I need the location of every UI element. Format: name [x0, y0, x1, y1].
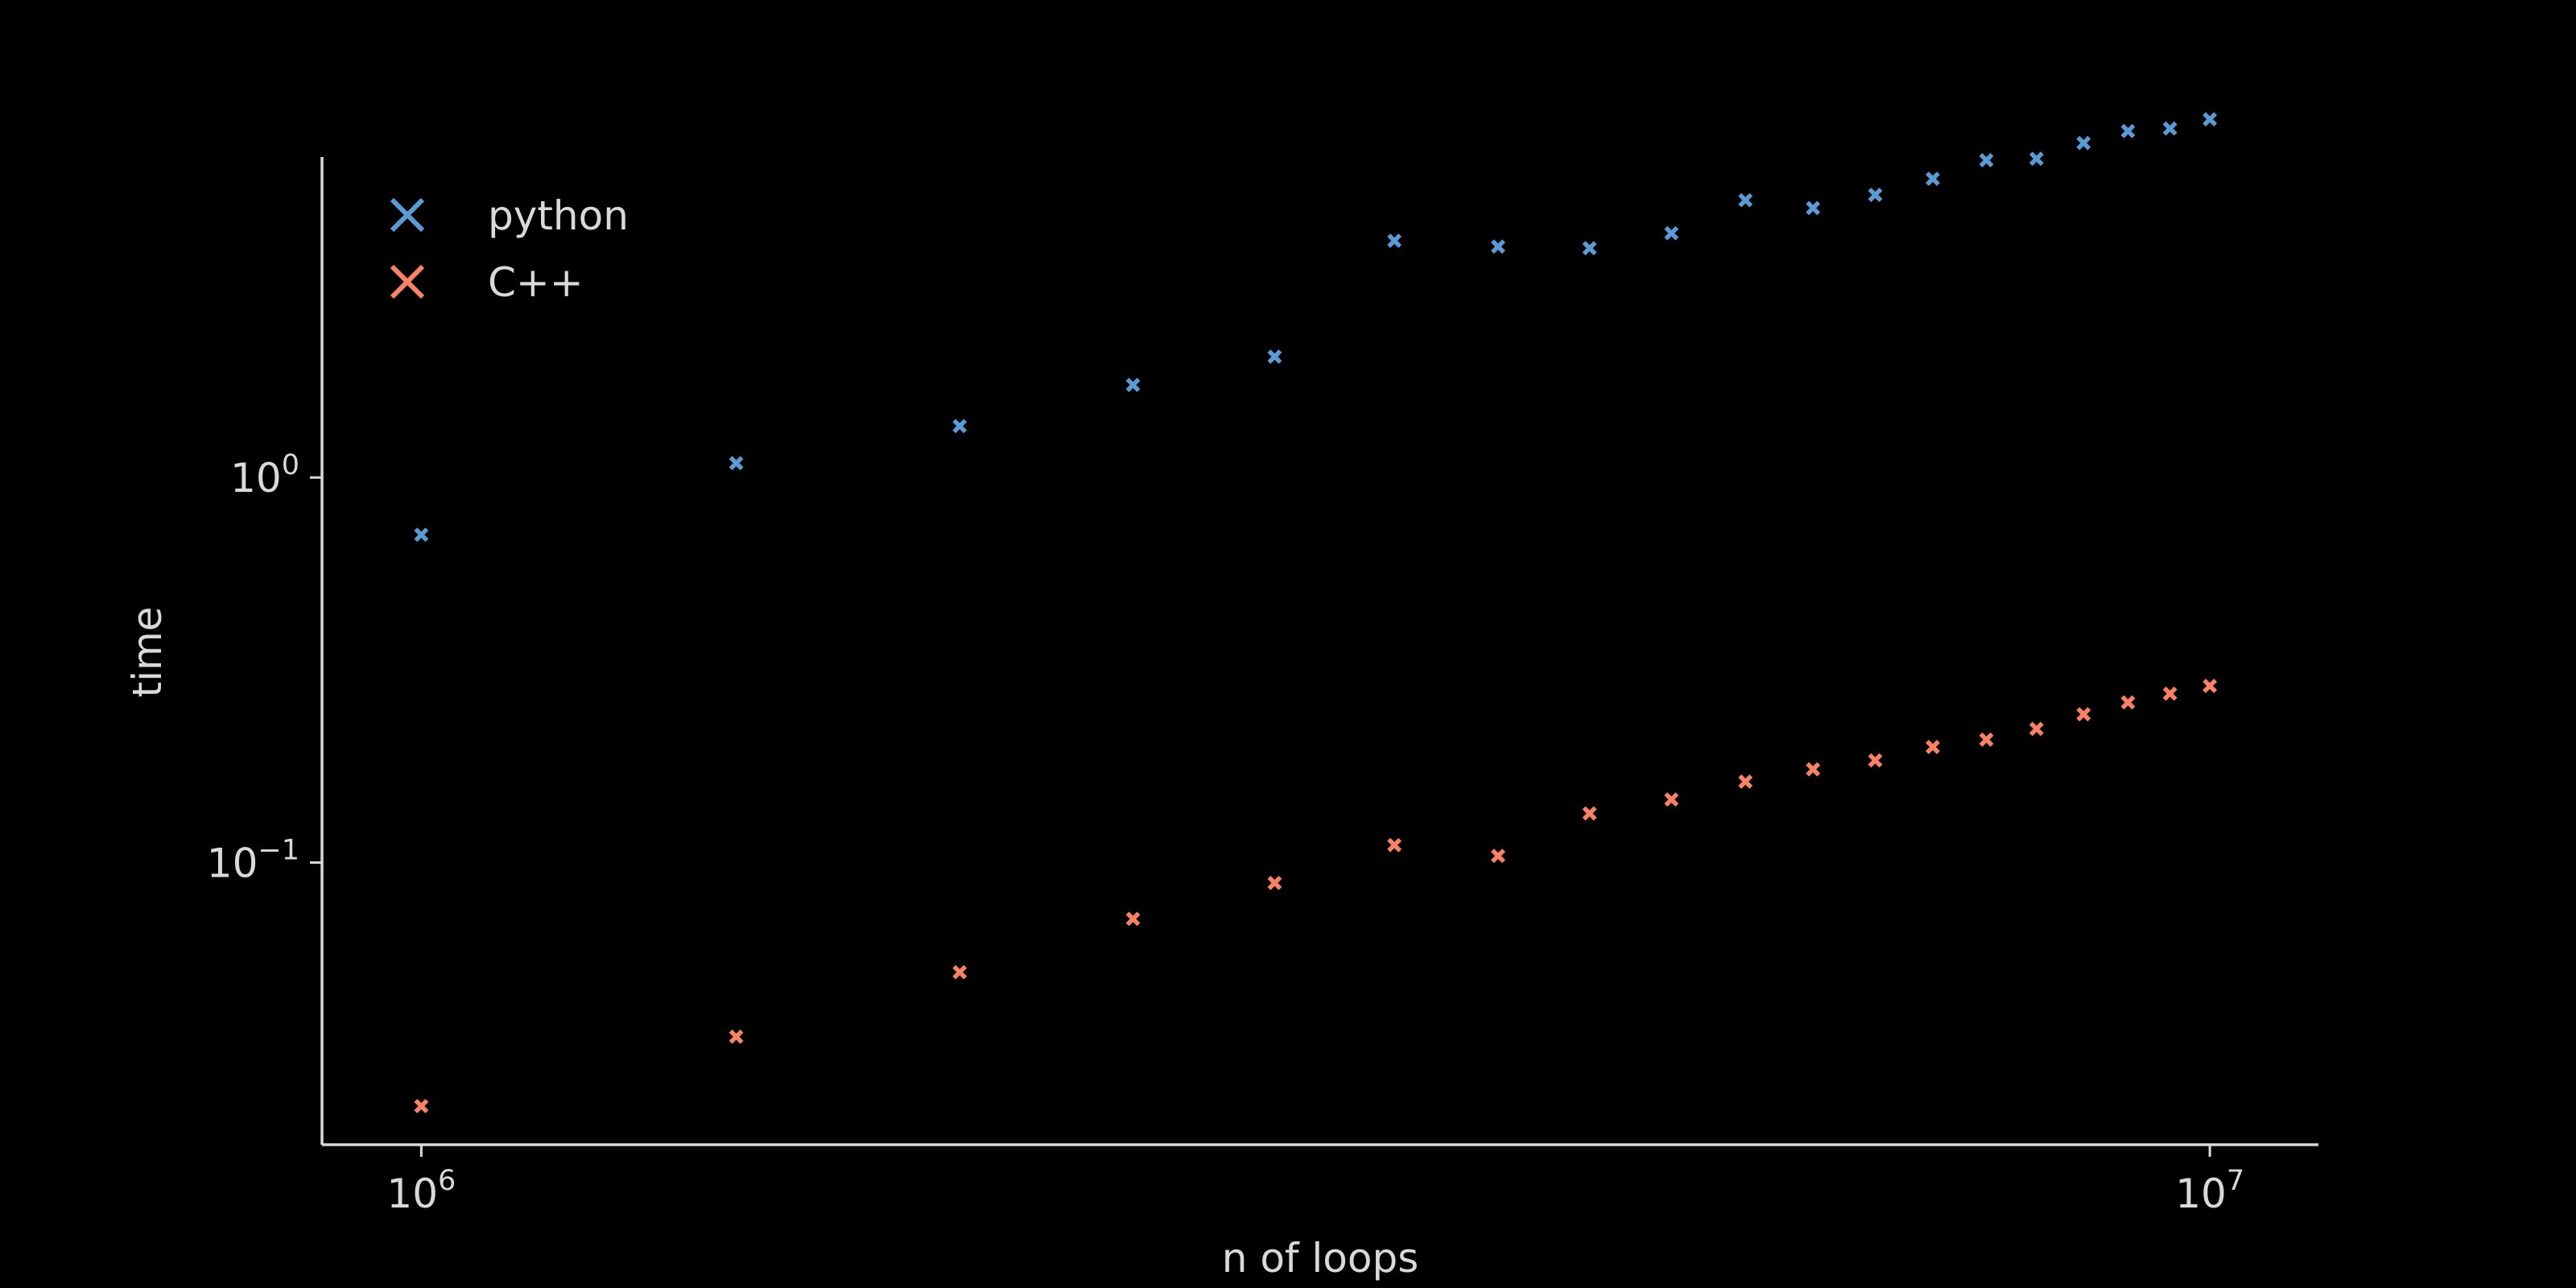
- data-point: [1868, 753, 1883, 768]
- data-point: [1267, 349, 1282, 365]
- data-point: [1582, 806, 1597, 821]
- x-tick-base: 10: [2175, 1170, 2227, 1217]
- data-point: [952, 419, 968, 434]
- data-point: [1868, 188, 1883, 203]
- data-point: [2120, 695, 2136, 710]
- data-point: [1491, 848, 1505, 864]
- y-tick-exponent: −1: [258, 834, 299, 866]
- legend-label: C++: [488, 259, 584, 306]
- legend-marker: [390, 197, 425, 233]
- legend-label: python: [488, 192, 629, 239]
- series-python: [414, 112, 2218, 543]
- x-tick-base: 10: [386, 1170, 438, 1217]
- legend-marker: [390, 264, 425, 299]
- data-point: [414, 527, 429, 543]
- data-point: [2076, 707, 2091, 722]
- y-tick-label: 100: [230, 449, 299, 502]
- series-layer: [414, 112, 2218, 1114]
- data-point: [1806, 762, 1821, 777]
- data-point: [2120, 123, 2136, 138]
- x-tick-label: 106: [386, 1165, 456, 1217]
- data-point: [1664, 225, 1679, 241]
- data-point: [2029, 151, 2044, 167]
- data-point: [1738, 774, 1753, 789]
- data-point: [1926, 739, 1940, 754]
- x-tick-exponent: 7: [2227, 1165, 2244, 1197]
- data-point: [1387, 233, 1402, 249]
- legend: python C++: [390, 192, 629, 306]
- y-tick-base: 10: [207, 840, 258, 886]
- data-point: [1926, 171, 1940, 186]
- x-tick-label: 107: [2175, 1165, 2244, 1217]
- data-point: [414, 1099, 429, 1114]
- data-point: [1806, 200, 1821, 216]
- axes: [320, 157, 2318, 1146]
- y-tick-exponent: 0: [282, 449, 299, 481]
- y-tick-label: 10−1: [207, 834, 299, 886]
- data-point: [1582, 241, 1597, 256]
- x-axis-label: n of loops: [1222, 1235, 1419, 1282]
- data-point: [952, 964, 968, 980]
- data-point: [729, 1029, 744, 1044]
- data-point: [729, 456, 744, 471]
- data-point: [1738, 192, 1753, 208]
- data-point: [2202, 112, 2218, 127]
- data-point: [2029, 721, 2044, 737]
- series-cpp: [414, 679, 2218, 1114]
- data-point: [1125, 378, 1141, 393]
- data-point: [2162, 686, 2178, 701]
- data-point: [1979, 732, 1994, 747]
- data-point: [1491, 239, 1505, 254]
- y-tick-base: 10: [230, 455, 282, 502]
- data-point: [2202, 679, 2218, 693]
- data-point: [1979, 153, 1994, 167]
- x-tick-exponent: 6: [438, 1165, 456, 1197]
- data-point: [1125, 911, 1141, 927]
- y-axis-label: time: [124, 607, 171, 698]
- data-point: [1387, 837, 1402, 852]
- data-point: [1664, 792, 1679, 807]
- data-point: [2076, 135, 2091, 151]
- data-point: [1267, 875, 1282, 890]
- data-point: [2162, 121, 2178, 136]
